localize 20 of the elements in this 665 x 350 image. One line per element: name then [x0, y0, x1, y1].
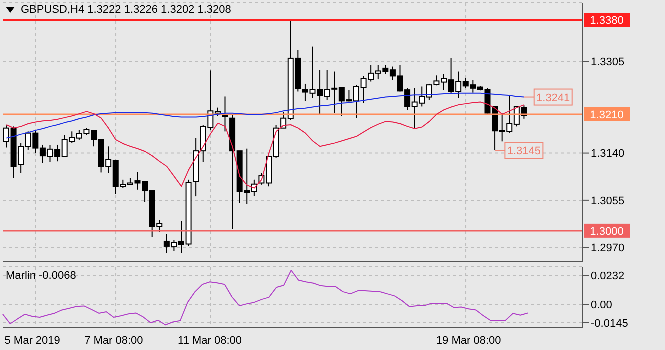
- y-tick-label: 0.0232: [591, 270, 625, 283]
- chart-title: Marlin -0.0068: [6, 270, 76, 282]
- ref-line-label: 1.3380: [590, 15, 624, 28]
- y-tick-label: 1.2970: [591, 242, 625, 254]
- y-tick-label: 1.3055: [591, 195, 625, 208]
- ref-line-label: 1.3210: [590, 109, 624, 122]
- y-tick-label: -0.0145: [591, 318, 628, 330]
- text: 1.3241: [536, 92, 570, 104]
- y-tick-label: 0.00: [591, 300, 612, 312]
- x-tick-label: 7 Mar 08:00: [84, 334, 144, 347]
- y-tick-label: 1.3305: [591, 56, 625, 69]
- x-tick-label: 19 Mar 08:00: [436, 334, 502, 347]
- candlestick: [222, 96, 228, 132]
- chart-title: GBPUSD,H4 1.3222 1.3226 1.3202 1.3208: [21, 4, 232, 16]
- ref-line-label: 1.3000: [590, 226, 624, 238]
- y-tick-label: 1.3140: [591, 148, 625, 160]
- annotation: 1.3145: [507, 146, 542, 158]
- x-tick-label: 11 Mar 08:00: [178, 334, 242, 347]
- line-series: [2, 270, 528, 326]
- x-tick-label: 5 Mar 2019: [4, 334, 60, 347]
